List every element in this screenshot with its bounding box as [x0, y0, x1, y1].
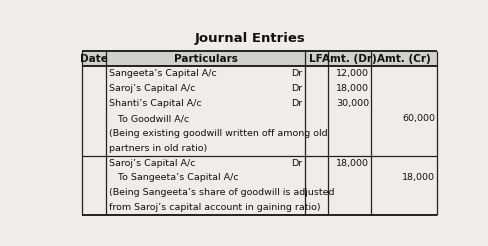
Text: Particulars: Particulars: [174, 54, 238, 64]
Text: 12,000: 12,000: [336, 69, 369, 78]
Bar: [82, 51, 437, 66]
Text: Journal Entries: Journal Entries: [195, 31, 305, 45]
Text: 30,000: 30,000: [336, 99, 369, 108]
Text: Dr: Dr: [291, 84, 302, 93]
Text: 18,000: 18,000: [336, 84, 369, 93]
Text: Shanti’s Capital A/c: Shanti’s Capital A/c: [109, 99, 202, 108]
Text: 18,000: 18,000: [336, 159, 369, 168]
Text: Date: Date: [80, 54, 108, 64]
Text: Sangeeta’s Capital A/c: Sangeeta’s Capital A/c: [109, 69, 217, 78]
Text: from Saroj’s capital account in gaining ratio): from Saroj’s capital account in gaining …: [109, 203, 321, 212]
Text: Dr: Dr: [291, 99, 302, 108]
Text: To Goodwill A/c: To Goodwill A/c: [109, 114, 189, 123]
Text: Amt. (Dr): Amt. (Dr): [322, 54, 377, 64]
Text: Saroj’s Capital A/c: Saroj’s Capital A/c: [109, 159, 196, 168]
Text: Amt. (Cr): Amt. (Cr): [377, 54, 431, 64]
Text: 18,000: 18,000: [402, 173, 435, 183]
Text: To Sangeeta’s Capital A/c: To Sangeeta’s Capital A/c: [109, 173, 239, 183]
Text: (Being existing goodwill written off among old: (Being existing goodwill written off amo…: [109, 129, 327, 138]
Text: Dr: Dr: [291, 159, 302, 168]
Text: LF: LF: [309, 54, 323, 64]
Text: Dr: Dr: [291, 69, 302, 78]
Text: partners in old ratio): partners in old ratio): [109, 144, 207, 153]
Text: Saroj’s Capital A/c: Saroj’s Capital A/c: [109, 84, 196, 93]
Text: (Being Sangeeta’s share of goodwill is adjusted: (Being Sangeeta’s share of goodwill is a…: [109, 188, 335, 197]
Text: 60,000: 60,000: [402, 114, 435, 123]
